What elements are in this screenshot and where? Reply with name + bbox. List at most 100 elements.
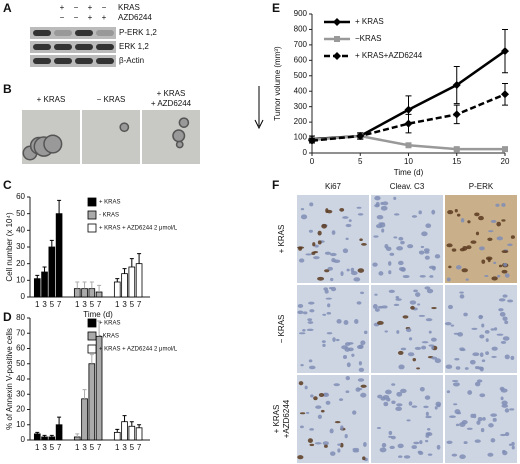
nucleus xyxy=(418,250,425,255)
colony xyxy=(172,129,186,143)
nucleus xyxy=(507,299,514,303)
nucleus xyxy=(309,309,315,313)
marker xyxy=(452,110,461,119)
nucleus xyxy=(459,248,466,252)
nucleus xyxy=(379,222,386,228)
bar xyxy=(88,288,96,298)
x-tick-label: 7 xyxy=(97,300,102,309)
nucleus xyxy=(415,292,421,298)
nucleus xyxy=(463,441,468,445)
x-tick-label: 3 xyxy=(42,443,47,452)
x-tick-label: 1 xyxy=(35,443,40,452)
nucleus xyxy=(340,271,344,276)
error-bar xyxy=(57,199,62,214)
y-tick-label: 10 xyxy=(16,275,25,284)
row-label: − KRAS xyxy=(277,315,286,344)
nucleus xyxy=(419,440,423,445)
nucleus xyxy=(471,327,478,331)
nucleus xyxy=(421,341,429,344)
nucleus xyxy=(424,255,430,260)
nucleus xyxy=(416,367,420,370)
panel-letter: B xyxy=(3,82,12,96)
nucleus xyxy=(417,303,421,306)
nucleus xyxy=(403,455,411,459)
nucleus xyxy=(402,315,409,319)
nucleus xyxy=(434,406,438,410)
nucleus xyxy=(500,340,507,344)
nucleus xyxy=(350,271,358,276)
nucleus xyxy=(463,312,468,317)
nucleus xyxy=(496,236,504,241)
arrow-head xyxy=(254,119,264,130)
nucleus xyxy=(310,394,314,398)
y-axis-label: Cell number (x 10⁴) xyxy=(5,212,14,282)
error-bar xyxy=(49,434,54,437)
nucleus xyxy=(400,347,407,351)
legend-swatch xyxy=(87,344,97,354)
nucleus xyxy=(298,258,305,263)
nucleus xyxy=(385,246,392,252)
nucleus xyxy=(341,345,348,350)
nucleus xyxy=(423,248,430,252)
nucleus xyxy=(448,265,452,269)
legend-label: - KRAS xyxy=(99,334,119,340)
nucleus xyxy=(357,268,365,273)
y-tick-label: 0 xyxy=(21,292,26,301)
nucleus xyxy=(508,443,513,447)
nucleus xyxy=(436,444,441,450)
nucleus xyxy=(358,367,365,372)
blot xyxy=(30,41,116,53)
nucleus xyxy=(456,213,461,217)
nucleus xyxy=(435,401,442,407)
nucleus xyxy=(360,291,365,295)
column-label: + KRAS xyxy=(37,95,66,104)
nucleus xyxy=(393,236,398,239)
nucleus xyxy=(484,274,489,278)
nucleus xyxy=(485,351,489,356)
nucleus xyxy=(354,318,359,324)
y-tick-label: 30 xyxy=(16,242,25,251)
nucleus xyxy=(312,242,316,247)
nucleus xyxy=(511,445,515,450)
nucleus xyxy=(309,365,316,370)
nucleus xyxy=(388,435,393,438)
nucleus xyxy=(389,445,395,450)
nucleus xyxy=(343,320,349,326)
nucleus xyxy=(453,403,458,406)
nucleus xyxy=(393,303,400,307)
nucleus xyxy=(357,213,364,216)
nucleus xyxy=(382,201,389,206)
nucleus xyxy=(307,321,314,324)
micrograph xyxy=(82,110,140,164)
y-tick-label: 400 xyxy=(294,86,308,95)
nucleus xyxy=(424,395,431,400)
band xyxy=(54,58,72,64)
error-bar xyxy=(75,281,80,289)
y-tick-label: 60 xyxy=(16,344,25,353)
nucleus xyxy=(431,356,438,360)
nucleus xyxy=(411,405,418,408)
nucleus xyxy=(329,286,333,290)
legend-label: + KRAS xyxy=(355,17,384,26)
marker xyxy=(356,132,365,141)
nucleus xyxy=(398,260,404,266)
nucleus xyxy=(358,361,363,366)
nucleus xyxy=(459,294,465,299)
nucleus xyxy=(425,439,429,443)
error-bar xyxy=(97,284,102,292)
nucleus xyxy=(377,394,383,399)
nucleus xyxy=(380,201,384,205)
nucleus xyxy=(356,206,362,209)
nucleus xyxy=(474,366,480,370)
x-tick-label: 7 xyxy=(97,443,102,452)
column-label: Cleav. C3 xyxy=(390,182,425,191)
bar xyxy=(81,398,88,441)
bar xyxy=(33,433,41,441)
nucleus xyxy=(345,375,350,381)
nucleus xyxy=(450,324,455,327)
nucleus xyxy=(336,319,342,324)
bar xyxy=(55,424,63,441)
nucleus xyxy=(501,250,509,253)
nucleus xyxy=(393,213,400,216)
